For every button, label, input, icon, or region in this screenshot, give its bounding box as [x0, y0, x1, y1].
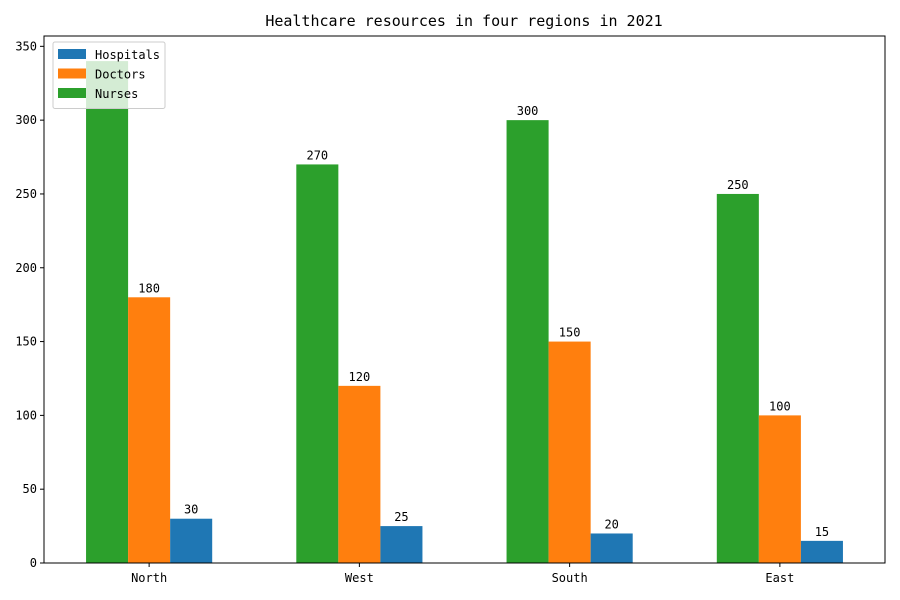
data-label-nurses-south: 300	[517, 104, 539, 118]
data-label-doctors-west: 120	[349, 370, 371, 384]
bar-doctors-east	[758, 415, 801, 563]
y-tick-label-150: 150	[15, 335, 37, 349]
y-tick-label-0: 0	[30, 556, 37, 570]
legend-label-nurses: Nurses	[95, 87, 138, 101]
data-label-hospitals-north: 30	[184, 503, 198, 517]
data-label-nurses-east: 250	[727, 178, 749, 192]
data-label-doctors-north: 180	[138, 281, 160, 295]
bar-hospitals-west	[380, 526, 423, 563]
bar-nurses-north	[86, 61, 129, 563]
y-tick-label-50: 50	[23, 482, 37, 496]
bars-group	[86, 61, 843, 563]
bar-doctors-north	[128, 297, 171, 563]
data-label-hospitals-west: 25	[394, 510, 408, 524]
bar-hospitals-south	[590, 533, 633, 563]
bar-nurses-south	[506, 120, 549, 563]
data-label-doctors-east: 100	[769, 399, 791, 413]
plot-frame	[43, 35, 886, 564]
legend-label-hospitals: Hospitals	[95, 48, 160, 62]
legend-swatch-nurses	[58, 88, 86, 98]
data-label-doctors-south: 150	[559, 326, 581, 340]
x-tick-label-south: South	[552, 571, 588, 585]
data-labels-group: 180 30 270 120 25 300 150 20 250 100 15	[138, 104, 829, 539]
y-tick-label-250: 250	[15, 187, 37, 201]
x-tick-label-north: North	[131, 571, 167, 585]
y-tick-label-100: 100	[15, 408, 37, 422]
x-tick-label-east: East	[765, 571, 794, 585]
y-tick-label-200: 200	[15, 261, 37, 275]
bar-doctors-west	[338, 385, 381, 563]
bar-hospitals-east	[800, 540, 843, 563]
bar-hospitals-north	[170, 518, 213, 563]
bar-doctors-south	[548, 341, 591, 563]
axes-group: North West South East 0 50 100 150 200 250 300 350	[15, 35, 886, 585]
y-tick-label-300: 300	[15, 113, 37, 127]
data-label-nurses-west: 270	[306, 148, 328, 162]
legend: Hospitals Doctors Nurses	[52, 41, 166, 109]
y-tick-label-350: 350	[15, 39, 37, 53]
data-label-hospitals-east: 15	[815, 525, 829, 539]
bar-nurses-west	[296, 164, 339, 563]
legend-swatch-hospitals	[58, 49, 86, 59]
legend-swatch-doctors	[58, 68, 86, 79]
data-label-hospitals-south: 20	[604, 517, 618, 531]
x-tick-label-west: West	[345, 571, 374, 585]
bar-nurses-east	[716, 193, 759, 563]
legend-label-doctors: Doctors	[95, 68, 146, 82]
chart-title: Healthcare resources in four regions in …	[265, 12, 662, 30]
